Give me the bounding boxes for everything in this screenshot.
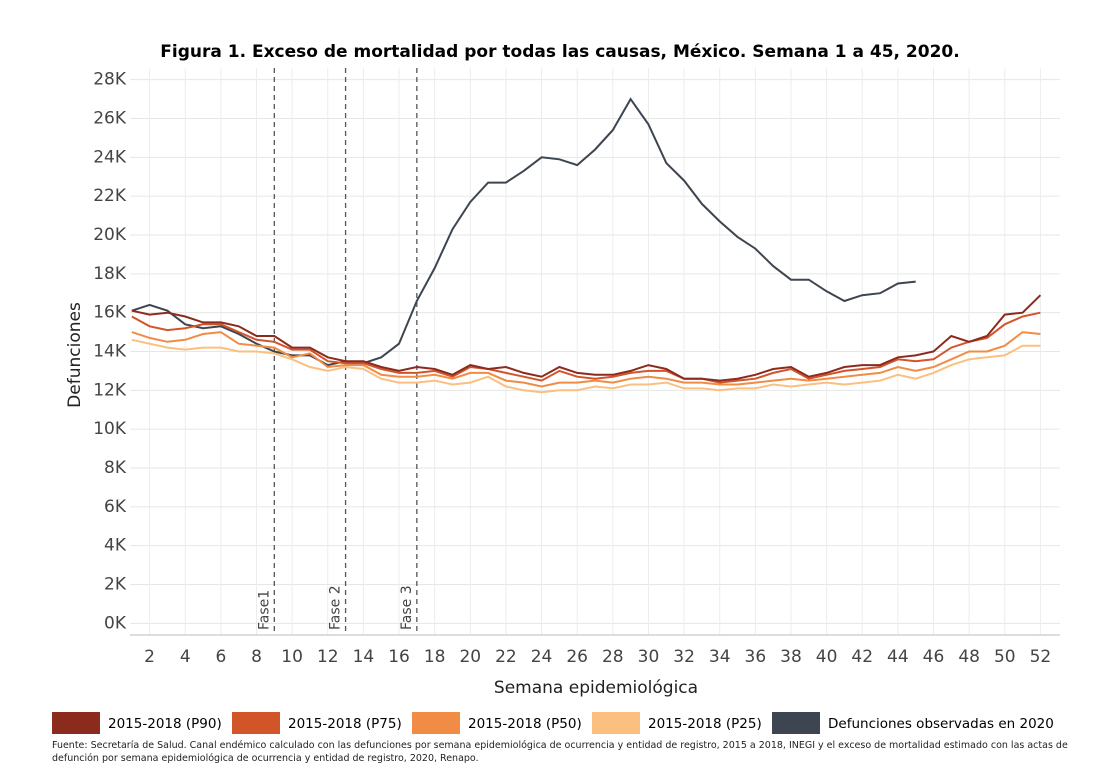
legend-label: 2015-2018 (P75) <box>288 716 402 732</box>
y-tick-label: 10K <box>93 419 127 439</box>
series-line <box>131 338 1041 394</box>
legend-swatch <box>412 712 460 734</box>
x-tick-label: 28 <box>602 647 624 667</box>
series-line <box>131 294 1042 382</box>
y-tick-label: 22K <box>93 186 127 206</box>
x-tick-label: 14 <box>353 647 375 667</box>
x-tick-label: 38 <box>780 647 802 667</box>
x-tick-label: 16 <box>388 647 410 667</box>
y-tick-label: 2K <box>104 575 127 595</box>
legend-swatch <box>592 712 640 734</box>
y-tick-label: 16K <box>93 303 127 323</box>
y-tick-label: 0K <box>104 613 127 633</box>
phase-label: Fase 3 <box>399 585 415 630</box>
legend-swatch <box>232 712 280 734</box>
x-tick-label: 32 <box>673 647 695 667</box>
x-tick-label: 44 <box>887 647 909 667</box>
x-tick-label: 10 <box>281 647 303 667</box>
x-tick-label: 34 <box>709 647 731 667</box>
source-note: Fuente: Secretaría de Salud. Canal endém… <box>52 740 1068 764</box>
phase-label: Fase 2 <box>328 585 344 630</box>
x-tick-label: 46 <box>923 647 945 667</box>
legend-label: 2015-2018 (P50) <box>468 716 582 732</box>
x-tick-label: 6 <box>215 647 226 667</box>
y-tick-label: 18K <box>93 264 127 284</box>
x-axis-title: Semana epidemiológica <box>494 678 698 698</box>
x-tick-label: 2 <box>144 647 155 667</box>
x-tick-label: 26 <box>566 647 588 667</box>
y-tick-label: 8K <box>104 458 127 478</box>
y-tick-label: 4K <box>104 536 127 556</box>
chart-title: Figura 1. Exceso de mortalidad por todas… <box>160 42 959 62</box>
x-tick-label: 52 <box>1030 647 1052 667</box>
x-tick-label: 8 <box>251 647 262 667</box>
y-tick-label: 12K <box>93 380 127 400</box>
x-tick-label: 22 <box>495 647 517 667</box>
y-tick-label: 20K <box>93 225 127 245</box>
series-line <box>131 97 916 367</box>
x-tick-label: 20 <box>459 647 481 667</box>
x-tick-label: 40 <box>816 647 838 667</box>
y-tick-label: 28K <box>93 70 127 90</box>
legend-label: 2015-2018 (P90) <box>108 716 222 732</box>
x-tick-label: 36 <box>745 647 767 667</box>
legend-label: Defunciones observadas en 2020 <box>828 716 1054 732</box>
x-tick-label: 12 <box>317 647 339 667</box>
legend-swatch <box>772 712 820 734</box>
x-tick-label: 4 <box>180 647 191 667</box>
y-tick-label: 24K <box>93 147 127 167</box>
y-axis-title: Defunciones <box>65 302 85 408</box>
legend-swatch <box>52 712 100 734</box>
x-tick-label: 48 <box>958 647 980 667</box>
legend-label: 2015-2018 (P25) <box>648 716 762 732</box>
x-tick-label: 24 <box>531 647 553 667</box>
y-tick-label: 26K <box>93 108 127 128</box>
x-tick-label: 18 <box>424 647 446 667</box>
y-tick-label: 6K <box>104 497 127 517</box>
series-line <box>131 331 1041 388</box>
x-tick-label: 42 <box>851 647 873 667</box>
phase-label: Fase1 <box>256 590 272 630</box>
series-line <box>131 311 1041 384</box>
y-tick-label: 14K <box>93 342 127 362</box>
x-tick-label: 30 <box>638 647 660 667</box>
x-tick-label: 50 <box>994 647 1016 667</box>
